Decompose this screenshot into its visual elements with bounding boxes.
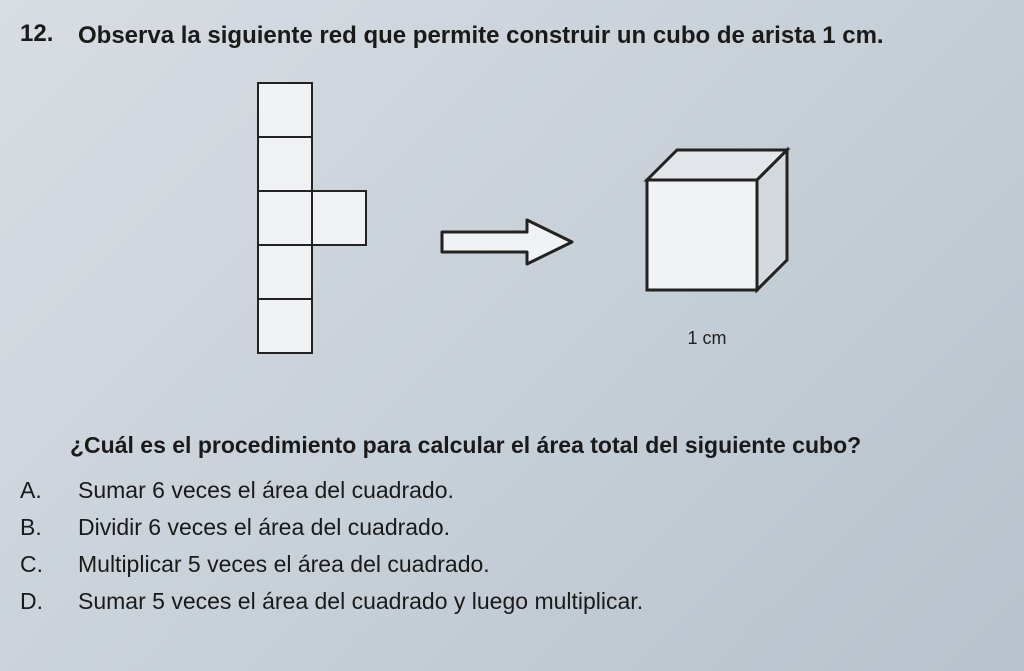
net-cell	[257, 136, 313, 192]
cube-net	[217, 82, 397, 402]
net-cell	[257, 190, 313, 246]
sub-question: ¿Cuál es el procedimiento para calcular …	[70, 432, 994, 459]
cube-edge-label: 1 cm	[617, 328, 797, 349]
option-row: B. Dividir 6 veces el área del cuadrado.	[20, 514, 994, 541]
option-letter: D.	[20, 588, 50, 615]
figure-row: 1 cm	[20, 82, 994, 402]
option-letter: B.	[20, 514, 50, 541]
cube-figure: 1 cm	[617, 135, 797, 349]
net-cell	[257, 298, 313, 354]
option-row: A. Sumar 6 veces el área del cuadrado.	[20, 477, 994, 504]
option-text: Sumar 5 veces el área del cuadrado y lue…	[78, 588, 643, 615]
question-header: 12. Observa la siguiente red que permite…	[20, 20, 994, 52]
net-cell	[257, 244, 313, 300]
option-row: D. Sumar 5 veces el área del cuadrado y l…	[20, 588, 994, 615]
question-text: Observa la siguiente red que permite con…	[78, 20, 994, 52]
option-text: Dividir 6 veces el área del cuadrado.	[78, 514, 450, 541]
net-cell	[257, 82, 313, 138]
option-letter: A.	[20, 477, 50, 504]
option-text: Sumar 6 veces el área del cuadrado.	[78, 477, 454, 504]
question-number: 12.	[20, 20, 60, 52]
option-text: Multiplicar 5 veces el área del cuadrado…	[78, 551, 490, 578]
option-row: C. Multiplicar 5 veces el área del cuadra…	[20, 551, 994, 578]
option-letter: C.	[20, 551, 50, 578]
net-cell	[311, 190, 367, 246]
arrow-icon	[437, 212, 577, 272]
options-list: A. Sumar 6 veces el área del cuadrado. B. D…	[20, 477, 994, 615]
